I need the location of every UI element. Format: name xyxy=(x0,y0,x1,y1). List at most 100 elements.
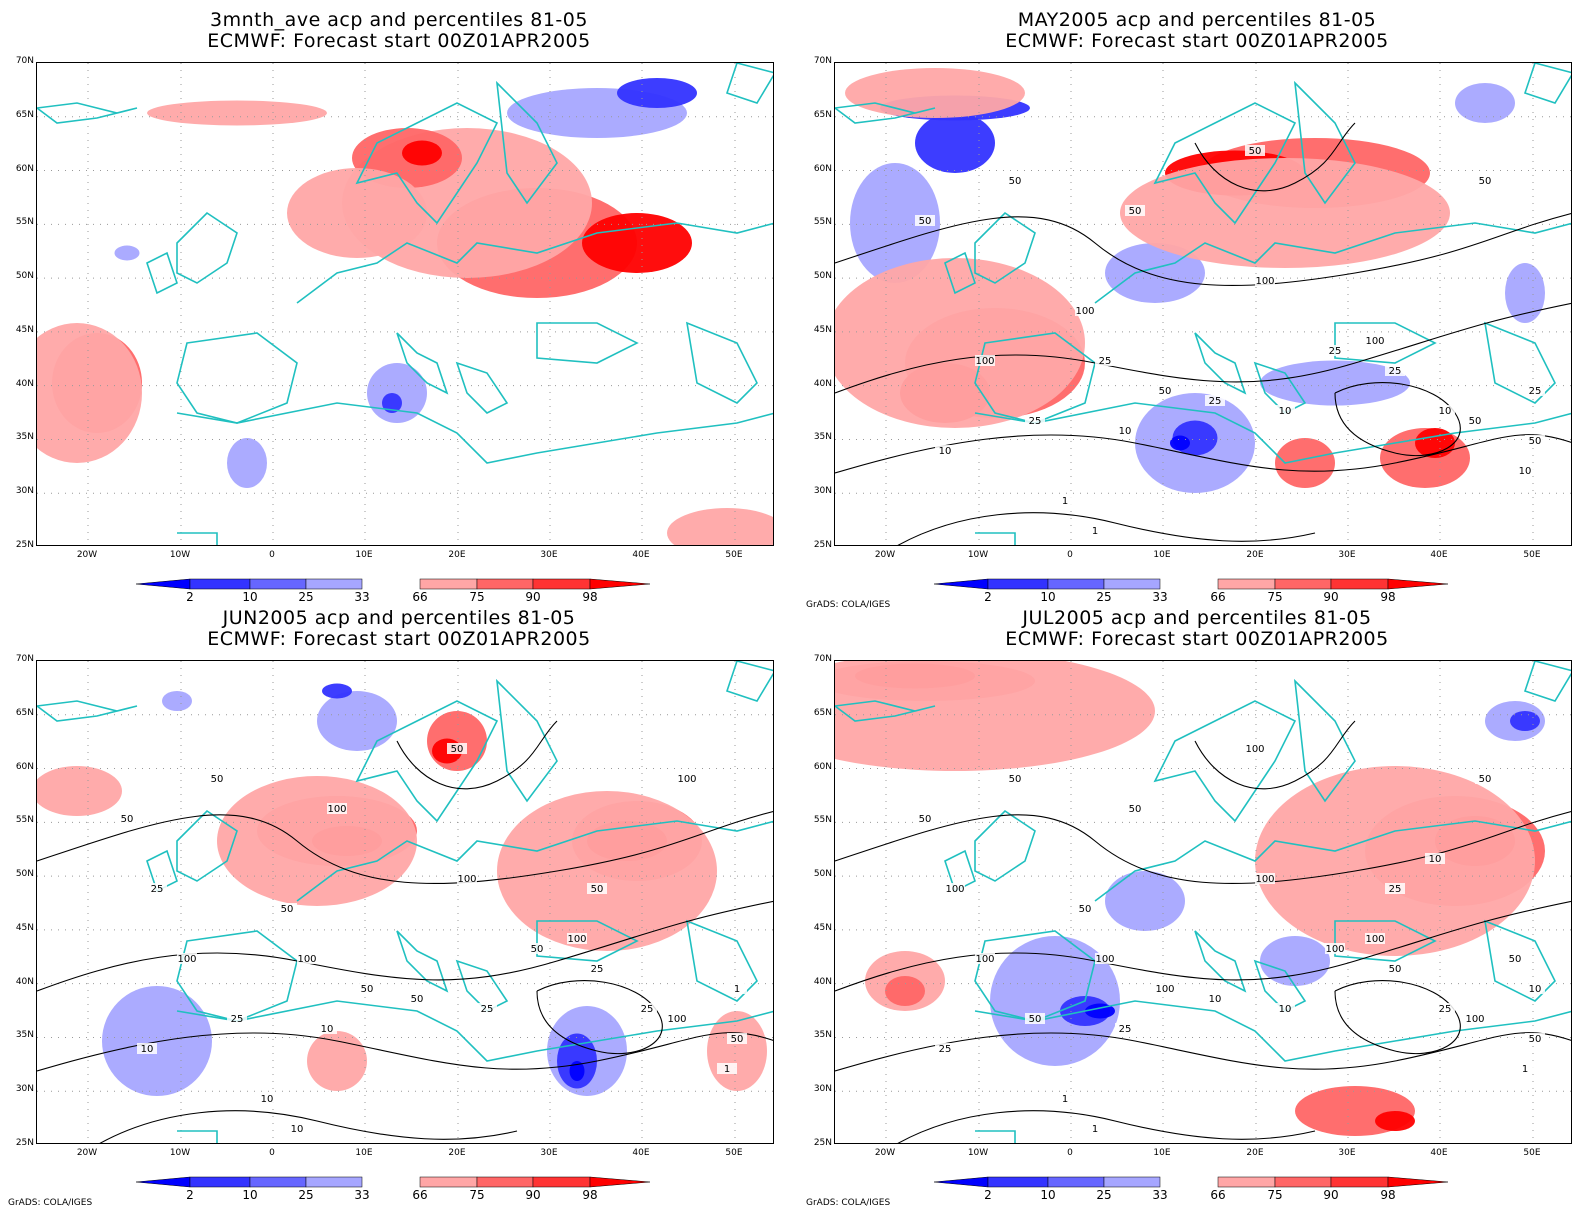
colorbar-label: 90 xyxy=(1323,590,1339,604)
title-line-1: MAY2005 acp and percentiles 81-05 xyxy=(1017,9,1377,31)
colorbar-label: 66 xyxy=(412,1188,428,1202)
longitude-label: 20W xyxy=(874,550,896,560)
latitude-label: 35N xyxy=(15,1030,34,1041)
contour-label: 50 xyxy=(211,774,224,785)
colorbar-label: 10 xyxy=(242,590,258,604)
above-normal-area xyxy=(427,711,487,771)
colorbar-label: 33 xyxy=(1152,1188,1168,1202)
below-normal-area xyxy=(1105,243,1205,303)
above-normal-area xyxy=(835,258,1085,428)
panel-jun2005: JUN2005 acp and percentiles 81-05 ECMWF:… xyxy=(0,598,798,1208)
contour-label: 50 xyxy=(591,884,604,895)
longitude-label: 20W xyxy=(76,1148,98,1158)
precip-percentile-map: 50 50 50 50 50 100 100 100 100 25 25 25 50 10 10 25 10 25… xyxy=(835,63,1571,545)
longitude-label: 50E xyxy=(725,550,743,560)
above-normal-area xyxy=(1255,766,1535,956)
colorbar-label: 10 xyxy=(1040,1188,1056,1202)
precip-percentile-map: 50 50 50 100 100 100 50 100 100 100 50 25 50 25 10 25 10… xyxy=(37,661,773,1143)
title-line-2: ECMWF: Forecast start 00Z01APR2005 xyxy=(207,628,591,650)
contour-label: 25 xyxy=(1389,366,1402,377)
contour-label: 10 xyxy=(1209,994,1222,1005)
colorbar-label: 75 xyxy=(1267,1188,1283,1202)
below-normal-area xyxy=(569,1061,585,1081)
above-normal-area xyxy=(37,323,142,463)
contour-label: 50 xyxy=(1159,386,1172,397)
precip-percentile-map xyxy=(37,63,773,545)
colorbar-graphic xyxy=(135,578,651,590)
colorbar-segment xyxy=(476,578,534,590)
longitude-label: 20E xyxy=(1246,1148,1264,1158)
longitude-label: 10E xyxy=(355,1148,373,1158)
contour-label: 1 xyxy=(1092,526,1098,537)
longitude-label: 40E xyxy=(1430,1148,1448,1158)
latitude-label: 50N xyxy=(813,271,832,282)
longitude-label: 40E xyxy=(632,550,650,560)
above-normal-area xyxy=(845,68,1025,118)
contour-label: 50 xyxy=(1479,774,1492,785)
contour-label: 50 xyxy=(1529,1034,1542,1045)
longitude-label: 50E xyxy=(1523,550,1541,560)
longitude-label: 30E xyxy=(540,1148,558,1158)
colorbar-label: 66 xyxy=(1210,1188,1226,1202)
contour-label: 100 xyxy=(677,774,696,785)
percentile-shading xyxy=(37,683,767,1096)
contour-label: 50 xyxy=(1249,146,1262,157)
contour-label: 10 xyxy=(261,1094,274,1105)
colorbar-label: 2 xyxy=(984,590,992,604)
contour-label: 100 xyxy=(975,356,994,367)
contour-label: 25 xyxy=(641,1004,654,1015)
contour-label: 1 xyxy=(1522,1064,1528,1075)
contour-label: 25 xyxy=(1029,416,1042,427)
longitude-label: 30E xyxy=(1338,550,1356,560)
map-area xyxy=(36,62,774,546)
map-area: 50 50 50 100 100 100 50 100 100 100 50 25 50 25 10 25 10… xyxy=(36,660,774,1144)
above-normal-area xyxy=(835,661,1155,771)
contour-label: 50 xyxy=(531,944,544,955)
contour-label: 50 xyxy=(919,814,932,825)
colorbar-segment xyxy=(249,1176,307,1188)
contour-label: 100 xyxy=(1155,984,1174,995)
contour-label: 25 xyxy=(1099,356,1112,367)
contour-label: 50 xyxy=(1009,774,1022,785)
below-normal-area xyxy=(114,245,140,261)
contour-label: 100 xyxy=(1245,744,1264,755)
longitude-label: 0 xyxy=(1067,1148,1073,1158)
contour-label: 50 xyxy=(1389,964,1402,975)
latitude-label: 40N xyxy=(813,378,832,389)
above-normal-area xyxy=(497,791,717,951)
contour-label: 100 xyxy=(667,1014,686,1025)
longitude-label: 20W xyxy=(874,1148,896,1158)
climatology-contours xyxy=(835,720,1571,1143)
longitude-label: 10W xyxy=(169,1148,191,1158)
colorbar-label: 25 xyxy=(1096,1188,1112,1202)
contour-label: 100 xyxy=(297,954,316,965)
latitude-label: 40N xyxy=(15,976,34,987)
contour-label: 50 xyxy=(1509,954,1522,965)
latitude-label: 70N xyxy=(15,654,34,664)
colorbar-label: 66 xyxy=(412,590,428,604)
latitude-label: 60N xyxy=(15,761,34,772)
colorbar-segment xyxy=(135,578,191,590)
colorbar-label: 98 xyxy=(1380,1188,1396,1202)
latitude-label: 60N xyxy=(15,163,34,174)
latitude-label: 25N xyxy=(813,540,832,550)
colorbar-segment xyxy=(1387,1176,1449,1188)
latitude-label: 50N xyxy=(15,869,34,880)
latitude-label: 50N xyxy=(813,869,832,880)
contour-label: 10 xyxy=(1279,1004,1292,1015)
latitude-label: 35N xyxy=(15,432,34,443)
panel-title: JUN2005 acp and percentiles 81-05 ECMWF:… xyxy=(0,608,798,650)
colorbar-label: 75 xyxy=(469,1188,485,1202)
colorbar-label: 33 xyxy=(354,590,370,604)
above-normal-area xyxy=(287,168,427,258)
contour-label: 10 xyxy=(1279,406,1292,417)
longitude-label: 10W xyxy=(967,1148,989,1158)
longitude-label: 10E xyxy=(1153,550,1171,560)
above-normal-area xyxy=(1375,1111,1415,1131)
colorbar-segment xyxy=(933,578,989,590)
below-normal-area xyxy=(1260,936,1330,986)
contour-label: 10 xyxy=(291,1124,304,1135)
contour-label: 100 xyxy=(567,934,586,945)
contour-label: 100 xyxy=(1095,954,1114,965)
colorbar-label: 98 xyxy=(1380,590,1396,604)
